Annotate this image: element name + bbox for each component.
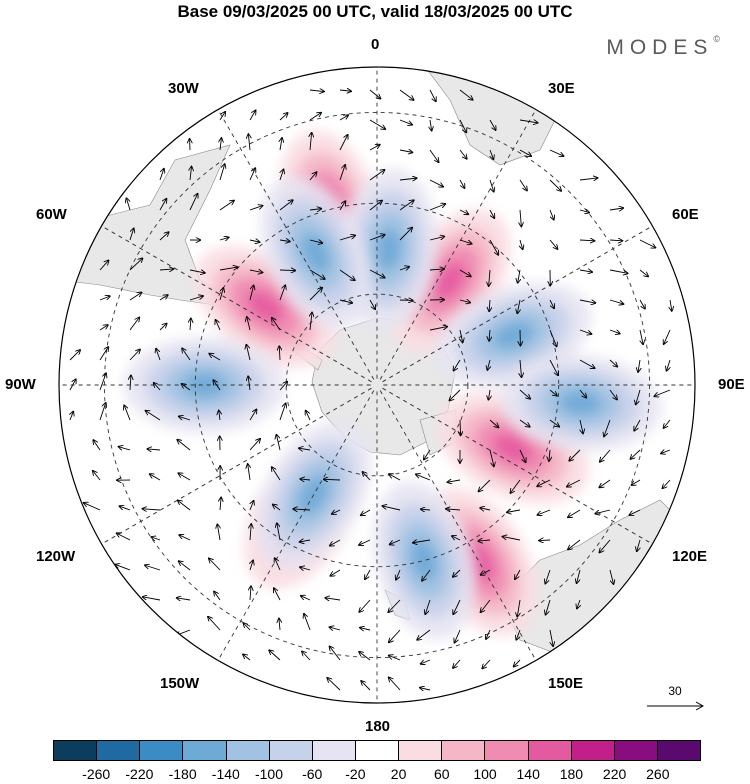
colorbar-tick-label: 180 xyxy=(560,766,583,782)
colorbar-tick-label: -140 xyxy=(212,766,240,782)
colorbar-swatch xyxy=(97,741,140,760)
lon-label-120e: 120E xyxy=(672,548,707,565)
lon-label-150w: 150W xyxy=(160,675,199,692)
colorbar-tick-label: -100 xyxy=(255,766,283,782)
colorbar-swatch xyxy=(140,741,183,760)
colorbar-tick-label: -220 xyxy=(125,766,153,782)
colorbar-tick-label: -260 xyxy=(82,766,110,782)
wind-arrow xyxy=(539,540,550,541)
reference-vector-label: 30 xyxy=(645,684,705,698)
colorbar-swatch xyxy=(615,741,658,760)
lon-label-150e: 150E xyxy=(548,675,583,692)
wind-arrow xyxy=(280,270,295,271)
colorbar-labels: -260 -220 -180 -140 -100 -60 -20 20 60 100 140 180 2… xyxy=(0,766,750,784)
colorbar-swatch xyxy=(270,741,313,760)
colorbar-tick-label: 100 xyxy=(473,766,496,782)
lon-label-180: 180 xyxy=(365,718,390,735)
colorbar-swatch xyxy=(572,741,615,760)
lon-label-90w: 90W xyxy=(5,376,36,393)
colorbar-swatch xyxy=(313,741,356,760)
colorbar-tick-label: 260 xyxy=(646,766,669,782)
colorbar-tick-label: -20 xyxy=(345,766,365,782)
lon-label-120w: 120W xyxy=(36,548,75,565)
colorbar-tick-label: -60 xyxy=(302,766,322,782)
lon-label-60w: 60W xyxy=(36,206,67,223)
colorbar-swatch xyxy=(183,741,226,760)
colorbar-tick-label: 60 xyxy=(434,766,450,782)
colorbar-swatch xyxy=(658,741,700,760)
lon-label-90e: 90E xyxy=(718,376,745,393)
lon-label-60e: 60E xyxy=(672,206,699,223)
reference-vector-arrow xyxy=(645,700,707,712)
colorbar-swatch xyxy=(356,741,399,760)
lon-label-0: 0 xyxy=(371,36,379,53)
colorbar-swatch xyxy=(399,741,442,760)
colorbar-tick-label: 20 xyxy=(391,766,407,782)
wind-arrow xyxy=(460,420,461,435)
lon-label-30e: 30E xyxy=(548,80,575,97)
lon-label-30w: 30W xyxy=(168,80,199,97)
colorbar-tick-label: 220 xyxy=(603,766,626,782)
colorbar-tick-label: 140 xyxy=(517,766,540,782)
colorbar-swatch xyxy=(227,741,270,760)
polar-map[interactable] xyxy=(0,0,750,740)
colorbar-swatch xyxy=(529,741,572,760)
colorbar-swatch xyxy=(54,741,97,760)
colorbar-swatch xyxy=(442,741,485,760)
colorbar xyxy=(53,740,701,761)
colorbar-swatch xyxy=(485,741,528,760)
negative-anomaly-contour xyxy=(183,372,226,398)
colorbar-tick-label: -180 xyxy=(169,766,197,782)
